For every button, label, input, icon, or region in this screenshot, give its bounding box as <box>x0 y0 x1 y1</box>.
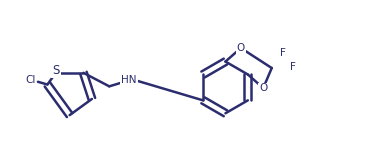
Text: Cl: Cl <box>25 75 35 85</box>
Text: O: O <box>237 43 245 53</box>
Text: F: F <box>280 48 286 58</box>
Text: O: O <box>259 83 267 93</box>
Text: HN: HN <box>121 75 137 85</box>
Text: F: F <box>290 62 296 72</box>
Text: S: S <box>52 65 60 77</box>
